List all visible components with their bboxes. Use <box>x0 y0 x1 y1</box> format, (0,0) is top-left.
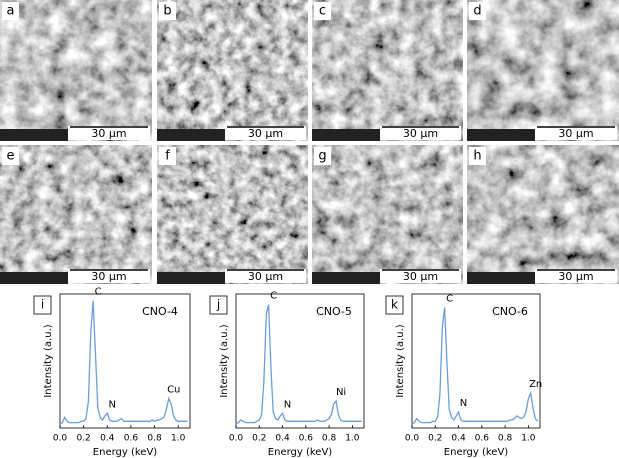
x-axis-label: Energy (keV) <box>444 447 509 458</box>
x-tick-label: 0.8 <box>147 434 162 444</box>
scale-bar-label: 30 μm <box>558 270 593 283</box>
scale-bar-box <box>535 269 617 283</box>
x-tick-label: 0.0 <box>405 434 420 444</box>
peak-label: C <box>446 293 453 304</box>
panel-letter: i <box>41 298 44 312</box>
panel-letter: f <box>165 149 170 164</box>
peak-label: N <box>284 399 291 410</box>
spectrum-line <box>411 307 539 425</box>
scale-bar-box <box>380 126 461 140</box>
x-tick-label: 0.8 <box>498 434 513 444</box>
panel-letter: g <box>318 149 326 164</box>
panel-letter: j <box>216 298 220 312</box>
panel-letter: a <box>7 4 15 19</box>
peak-label: N <box>460 398 467 409</box>
y-axis-label: Intensity (a.u.) <box>395 324 406 397</box>
scale-bar-label: 30 μm <box>91 270 126 283</box>
panel-letter-box <box>2 2 19 20</box>
sem-image <box>312 0 463 141</box>
info-strip <box>0 272 68 284</box>
info-strip <box>0 129 68 141</box>
spectrum-line <box>235 304 362 425</box>
x-tick-label: 0.0 <box>229 434 244 444</box>
sem-image <box>157 145 308 284</box>
x-tick-label: 0.2 <box>76 434 90 444</box>
y-axis-label: Intensity (a.u.) <box>43 324 54 397</box>
panel-letter: e <box>7 149 15 164</box>
panel-letter-box <box>159 147 176 165</box>
x-axis-label: Energy (keV) <box>268 447 333 458</box>
sem-image <box>312 145 463 284</box>
spectrum-line <box>59 300 188 425</box>
panel-letter-box <box>209 295 228 315</box>
panel-letter-box <box>2 147 19 165</box>
peak-label: C <box>95 287 102 298</box>
panel-letter: k <box>391 298 398 312</box>
x-tick-label: 0.2 <box>252 434 266 444</box>
scale-bar-label: 30 μm <box>403 127 438 140</box>
sem-image <box>467 145 619 284</box>
x-tick-label: 0.6 <box>124 434 139 444</box>
x-tick-label: 1.0 <box>345 434 360 444</box>
peak-label: N <box>109 399 116 410</box>
panel-letter-box <box>469 147 486 165</box>
panel-letter-box <box>33 295 52 315</box>
x-tick-label: 0.0 <box>53 434 68 444</box>
scale-bar-label: 30 μm <box>248 270 283 283</box>
plot-frame <box>411 293 541 429</box>
panel-letter-box <box>159 2 176 20</box>
panel-letter-box <box>314 2 331 20</box>
scale-bar-box <box>225 269 306 283</box>
x-tick-label: 0.4 <box>451 434 466 444</box>
scale-bar-label: 30 μm <box>91 127 126 140</box>
panel-letter-box <box>314 147 331 165</box>
x-tick-label: 0.4 <box>275 434 290 444</box>
chart-title: CNO-6 <box>492 305 528 318</box>
panel-letter-box <box>469 2 486 20</box>
sem-image <box>0 0 152 141</box>
x-tick-label: 0.2 <box>428 434 442 444</box>
x-tick-label: 0.4 <box>100 434 115 444</box>
plot-frame <box>59 293 191 429</box>
peak-label: Zn <box>529 379 542 390</box>
panel-letter: c <box>319 4 326 19</box>
scale-bar-box <box>225 126 306 140</box>
info-strip <box>312 129 380 141</box>
peak-label: Ni <box>336 387 346 398</box>
peak-label: C <box>270 291 277 302</box>
scale-bar-box <box>535 126 617 140</box>
scale-bar-box <box>68 269 150 283</box>
x-tick-label: 0.8 <box>322 434 337 444</box>
scale-bar-label: 30 μm <box>248 127 283 140</box>
info-strip <box>157 272 225 284</box>
scale-bar-box <box>68 126 150 140</box>
x-tick-label: 1.0 <box>521 434 536 444</box>
peak-label: Cu <box>167 385 180 396</box>
info-strip <box>157 129 225 141</box>
scale-bar-box <box>380 269 461 283</box>
x-tick-label: 1.0 <box>171 434 186 444</box>
panel-letter-box <box>385 295 404 315</box>
info-strip <box>467 272 535 284</box>
x-tick-label: 0.6 <box>299 434 314 444</box>
sem-image <box>0 145 152 284</box>
panel-letter: h <box>473 149 481 164</box>
panel-letter: d <box>473 4 481 19</box>
sem-image <box>157 0 308 141</box>
y-axis-label: Intensity (a.u.) <box>219 324 230 397</box>
chart-title: CNO-4 <box>142 305 178 318</box>
sem-image <box>467 0 619 141</box>
scale-bar-label: 30 μm <box>403 270 438 283</box>
info-strip <box>312 272 380 284</box>
info-strip <box>467 129 535 141</box>
scale-bar-label: 30 μm <box>558 127 593 140</box>
chart-title: CNO-5 <box>316 305 352 318</box>
panel-letter: b <box>163 4 171 19</box>
plot-frame <box>235 293 365 429</box>
x-tick-label: 0.6 <box>475 434 490 444</box>
x-axis-label: Energy (keV) <box>93 447 158 458</box>
